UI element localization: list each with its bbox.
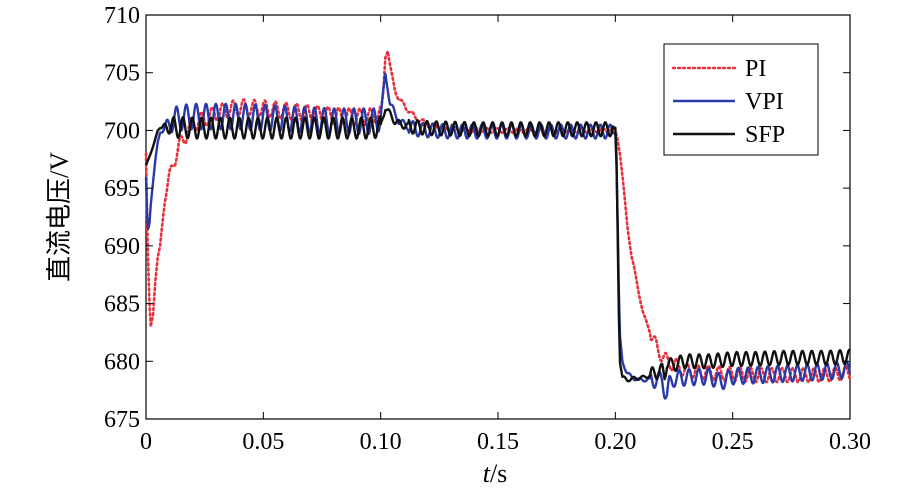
- legend-box: [663, 43, 819, 156]
- y-tick-label: 675: [104, 407, 140, 433]
- x-tick-label: 0.20: [594, 429, 636, 455]
- x-tick-label: 0: [140, 429, 152, 455]
- y-axis-label: 直流电压/V: [45, 152, 74, 282]
- x-tick-label: 0.05: [242, 429, 284, 455]
- y-tick-label: 685: [104, 292, 140, 318]
- y-tick-label: 700: [104, 118, 140, 144]
- y-tick-label: 705: [104, 61, 140, 87]
- x-tick-label: 0.10: [360, 429, 402, 455]
- legend-label-sfp: SFP: [745, 122, 785, 148]
- x-axis-label-var: t: [483, 459, 491, 488]
- series-line-pi: [144, 49, 852, 384]
- x-tick-label: 0.30: [829, 429, 871, 455]
- x-tick-label: 0.15: [477, 429, 519, 455]
- legend-label-vpi: VPI: [745, 89, 784, 115]
- x-axis-label-unit: /s: [490, 459, 507, 488]
- series-line-sfp: [144, 108, 851, 383]
- y-tick-label: 680: [104, 349, 140, 375]
- legend: PI VPI SFP: [663, 43, 819, 156]
- legend-label-pi: PI: [745, 56, 766, 82]
- y-tick-label: 690: [104, 234, 140, 260]
- y-tick-label: 710: [104, 3, 140, 29]
- x-tick-label: 0.25: [712, 429, 754, 455]
- x-axis-label: t/s: [483, 459, 508, 488]
- y-tick-label: 695: [104, 176, 140, 202]
- axis-ticks: [145, 14, 851, 420]
- axis-tick-labels: 0 0.05 0.10 0.15 0.20 0.25 0.30 675 680 685 690 695…: [104, 3, 871, 455]
- series-layer: [144, 49, 852, 400]
